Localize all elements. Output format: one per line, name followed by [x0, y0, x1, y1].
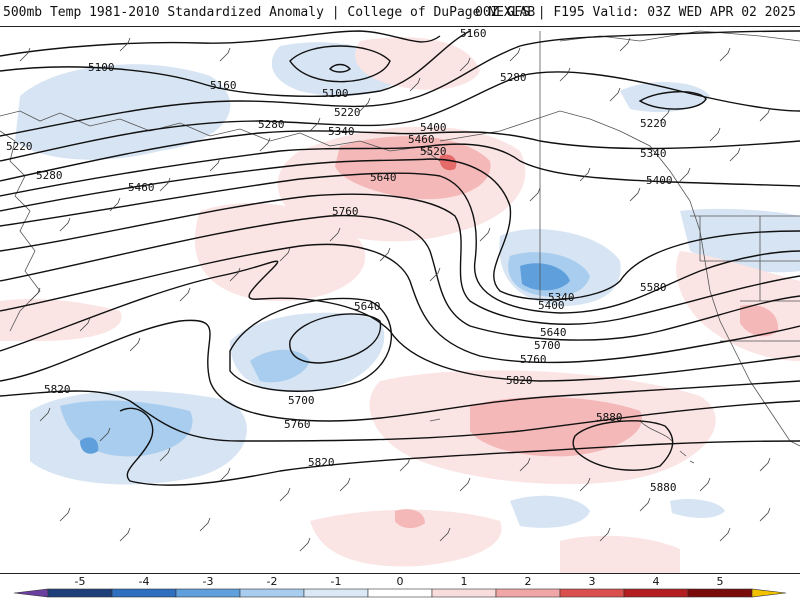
- contour-label: 5760: [284, 418, 311, 431]
- contour-label: 5880: [650, 481, 677, 494]
- wind-barbs: [19, 37, 771, 552]
- colorbar-segment: [175, 588, 241, 598]
- contour-label: 5820: [308, 456, 335, 469]
- colorbar-tick: -1: [331, 575, 342, 588]
- colorbar-segment: [687, 588, 753, 598]
- contour-label: 5520: [420, 145, 447, 158]
- map-title: 500mb Temp 1981-2010 Standardized Anomal…: [3, 5, 536, 20]
- colorbar-segment: [431, 588, 497, 598]
- model-run-info: 00Z GFS | F195 Valid: 03Z WED APR 02 202…: [475, 5, 796, 20]
- colorbar-segment: [495, 588, 561, 598]
- colorbar-tick: -3: [203, 575, 214, 588]
- contour-label: 5400: [538, 299, 565, 312]
- contour-label: 5340: [640, 147, 667, 160]
- colorbar-segment: [303, 588, 369, 598]
- contour-label: 5160: [460, 27, 487, 40]
- contour-label: 5820: [506, 374, 533, 387]
- contour-label: 5640: [354, 300, 381, 313]
- strong-warm-shading: [439, 154, 457, 171]
- moderate-warm-shading: [335, 136, 779, 529]
- colorbar-tick: 0: [397, 575, 404, 588]
- contour-label: 5280: [36, 169, 63, 182]
- contour-label: 5100: [88, 61, 115, 74]
- colorbar-segment: [239, 588, 305, 598]
- contour-label: 5280: [500, 71, 527, 84]
- contour-label: 5640: [370, 171, 397, 184]
- colorbar-tick: -5: [75, 575, 86, 588]
- contour-label: 5460: [408, 133, 435, 146]
- contour-label: 5160: [210, 79, 237, 92]
- contour-label: 5220: [640, 117, 667, 130]
- contour-label: 5340: [548, 291, 575, 304]
- colorbar-tick: 2: [525, 575, 532, 588]
- contour-label: 5280: [258, 118, 285, 131]
- contour-label: 5100: [322, 87, 349, 100]
- header: 500mb Temp 1981-2010 Standardized Anomal…: [0, 0, 800, 26]
- colorbar-tick: -2: [267, 575, 278, 588]
- colorbar-segments: [13, 588, 787, 598]
- anomaly-colorbar: -5 -4 -3 -2 -1 0 1 2 3 4 5: [0, 574, 800, 600]
- contour-label: 5220: [6, 140, 33, 153]
- colorbar-segment: [367, 588, 433, 598]
- contour-label: 5880: [596, 411, 623, 424]
- colorbar-segment: [623, 588, 689, 598]
- coastlines: [0, 30, 800, 464]
- colorbar-tick: 3: [589, 575, 596, 588]
- contour-label: 5700: [288, 394, 315, 407]
- colorbar-tick: -4: [139, 575, 150, 588]
- contour-labels: 5100 5160 5100 5160 5220 5280 5340 5400 …: [6, 27, 677, 494]
- colorbar-segment: [559, 588, 625, 598]
- anomaly-map: 5100 5160 5100 5160 5220 5280 5340 5400 …: [0, 26, 800, 574]
- colorbar-extend-high: [751, 588, 787, 598]
- colorbar-tick: 4: [653, 575, 660, 588]
- colorbar-segment: [111, 588, 177, 598]
- contour-label: 5760: [520, 353, 547, 366]
- height-contours: [0, 30, 800, 486]
- colorbar-ticks: -5 -4 -3 -2 -1 0 1 2 3 4 5: [75, 575, 724, 588]
- contour-label: 5220: [334, 106, 361, 119]
- contour-label: 5700: [534, 339, 561, 352]
- strong-cold-shading: [80, 263, 570, 454]
- colorbar-segment: [47, 588, 113, 598]
- contour-label: 5400: [646, 174, 673, 187]
- contour-label: 5400: [420, 121, 447, 134]
- contour-label: 5580: [640, 281, 667, 294]
- contour-label: 5820: [44, 383, 71, 396]
- colorbar-tick: 5: [717, 575, 724, 588]
- contour-label: 5340: [328, 125, 355, 138]
- contour-label: 5760: [332, 205, 359, 218]
- colorbar-tick: 1: [461, 575, 468, 588]
- colorbar-extend-low: [13, 588, 49, 598]
- contour-label: 5640: [540, 326, 567, 339]
- contour-label: 5460: [128, 181, 155, 194]
